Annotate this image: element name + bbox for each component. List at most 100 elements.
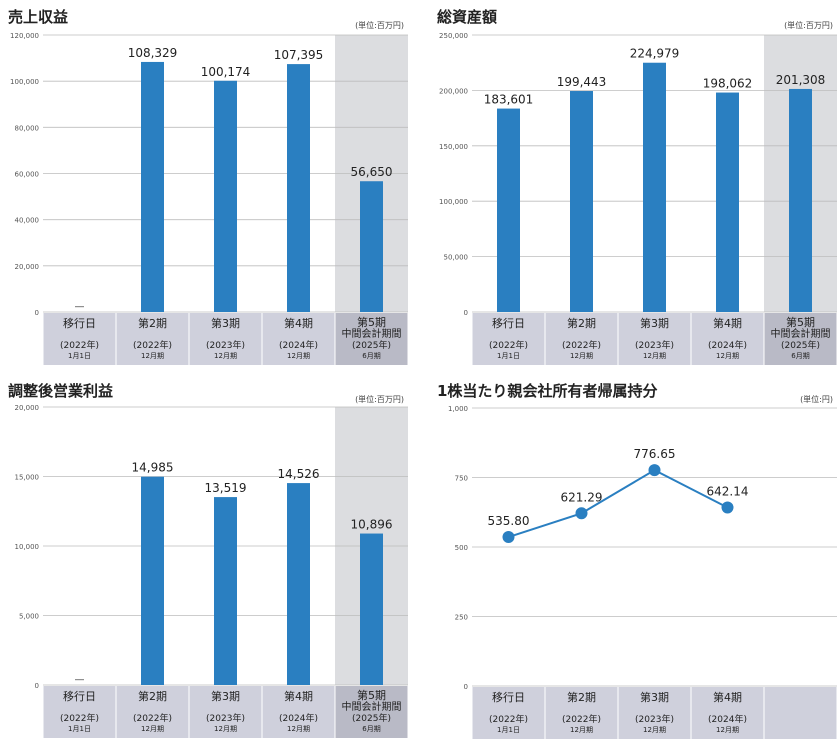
x-category-sub-label: 6月期 xyxy=(791,352,809,360)
x-category-sub-label: (2022年) xyxy=(133,339,172,351)
bar xyxy=(287,64,310,312)
data-label: 56,650 xyxy=(351,165,393,179)
x-category-label: 第4期 xyxy=(713,690,742,704)
data-label: 535.80 xyxy=(488,514,530,528)
chart-title: 1株当たり親会社所有者帰属持分 xyxy=(437,382,658,400)
y-tick-label: 50,000 xyxy=(444,254,469,262)
category-band-cell xyxy=(691,687,764,739)
chart-title: 調整後営業利益 xyxy=(8,382,114,400)
x-category-label: 第2期 xyxy=(567,690,596,704)
category-band-cell xyxy=(116,313,189,365)
x-category-sub-label: (2024年) xyxy=(279,339,318,351)
x-category-sub-label: 6月期 xyxy=(362,725,380,733)
x-category-sub-label: 6月期 xyxy=(362,352,380,360)
category-band-cell xyxy=(545,313,618,365)
category-band-cell xyxy=(472,687,545,739)
data-point xyxy=(648,464,661,477)
x-category-label: 第5期 xyxy=(357,688,386,702)
bar xyxy=(214,497,237,685)
category-band-cell xyxy=(472,313,545,365)
chart-panel-equity-per-share: 1株当たり親会社所有者帰属持分 (単位:円) 0 250 500 750 1,000 移行… xyxy=(437,380,837,740)
x-category-sub-label: (2025年) xyxy=(352,339,391,351)
y-tick-label: 750 xyxy=(455,475,468,483)
y-tick-label: 150,000 xyxy=(439,143,468,151)
x-category-sub-label: (2025年) xyxy=(352,712,391,724)
x-category-label: 移行日 xyxy=(63,317,96,330)
x-category-sub-label: 1月1日 xyxy=(68,352,91,360)
data-label: 14,526 xyxy=(278,467,320,481)
x-category-sub-label: (2022年) xyxy=(562,713,601,725)
x-category-label: 第5期 xyxy=(357,315,386,329)
category-band-cell xyxy=(764,313,837,365)
chart-unit: (単位:円) xyxy=(800,395,833,404)
x-category-sub-label: 12月期 xyxy=(141,352,164,360)
x-category-sub-label: (2022年) xyxy=(562,339,601,351)
y-tick-label: 1,000 xyxy=(448,405,468,413)
data-point xyxy=(575,507,588,520)
data-label: 108,329 xyxy=(128,46,178,60)
data-point xyxy=(721,501,734,514)
x-category-sub-label: (2023年) xyxy=(635,713,674,725)
category-band-cell xyxy=(262,686,335,738)
bar xyxy=(789,88,812,312)
data-label: 642.14 xyxy=(707,484,749,498)
bar xyxy=(141,61,164,313)
x-category-label: 中間会計期間 xyxy=(771,327,831,340)
x-category-label: 第3期 xyxy=(211,316,240,330)
y-tick-label: 100,000 xyxy=(10,78,39,86)
x-category-sub-label: (2022年) xyxy=(489,339,528,351)
data-label: 183,601 xyxy=(484,93,534,107)
x-category-sub-label: 12月期 xyxy=(716,726,739,734)
chart-unit: (単位:百万円) xyxy=(355,21,404,30)
x-category-label: 移行日 xyxy=(492,317,525,330)
category-band-cell xyxy=(618,313,691,365)
data-label: 199,443 xyxy=(557,75,607,89)
x-category-label: 第4期 xyxy=(284,316,313,330)
y-tick-label: 80,000 xyxy=(15,124,40,132)
y-tick-label: 0 xyxy=(464,309,468,317)
data-label: 201,308 xyxy=(776,73,826,87)
x-category-sub-label: (2023年) xyxy=(635,339,674,351)
y-tick-label: 500 xyxy=(455,544,468,552)
y-tick-label: 5,000 xyxy=(19,613,39,621)
equity-per-share-chart: 02505007501,000移行日(2022年)1月1日第2期(2022年)1… xyxy=(448,405,837,739)
adjusted-operating-profit-chart: 05,00010,00015,00020,000移行日(2022年)1月1日第2… xyxy=(15,404,408,738)
data-label: 10,896 xyxy=(351,518,393,532)
x-category-label: 移行日 xyxy=(63,690,96,703)
chart-title: 総資産額 xyxy=(437,8,498,26)
data-label: ― xyxy=(75,675,84,685)
y-tick-label: 15,000 xyxy=(15,474,40,482)
x-category-label: 中間会計期間 xyxy=(342,327,402,340)
data-label: 100,174 xyxy=(201,65,251,79)
y-tick-label: 10,000 xyxy=(15,543,40,551)
bar xyxy=(214,80,237,312)
y-tick-label: 250 xyxy=(455,614,468,622)
bar xyxy=(716,92,739,312)
chart-panel-total-assets: 総資産額 (単位:百万円) 0 50,000 100,000 150,000 200,0… xyxy=(437,6,837,368)
category-band-cell xyxy=(335,686,408,738)
data-label: 224,979 xyxy=(630,47,680,61)
x-category-label: 第2期 xyxy=(138,316,167,330)
category-band-cell xyxy=(335,313,408,365)
x-category-sub-label: (2024年) xyxy=(708,713,747,725)
category-band-cell xyxy=(262,313,335,365)
x-category-label: 第3期 xyxy=(640,690,669,704)
category-band-cell xyxy=(43,313,116,365)
x-category-label: 第4期 xyxy=(284,689,313,703)
chart-panel-adjusted-operating-profit: 調整後営業利益 (単位:百万円) 0 5,000 10,000 15,000 20,00… xyxy=(8,380,408,740)
bar xyxy=(287,483,310,685)
x-category-label: 第3期 xyxy=(640,316,669,330)
series-line xyxy=(508,468,728,538)
x-category-sub-label: 12月期 xyxy=(214,725,237,733)
x-category-sub-label: 1月1日 xyxy=(497,352,520,360)
x-category-sub-label: (2023年) xyxy=(206,339,245,351)
x-category-sub-label: (2025年) xyxy=(781,339,820,351)
revenue-chart: 0 20,000 40,000 60,000 80,000 100,000 120,000 移… xyxy=(10,32,408,365)
y-tick-label: 0 xyxy=(464,683,468,691)
category-band-cell xyxy=(545,687,618,739)
category-band-cell xyxy=(189,313,262,365)
data-label: 13,519 xyxy=(205,481,247,495)
data-label: 198,062 xyxy=(703,77,753,91)
x-category-label: 第2期 xyxy=(138,689,167,703)
y-tick-label: 0 xyxy=(35,309,39,317)
